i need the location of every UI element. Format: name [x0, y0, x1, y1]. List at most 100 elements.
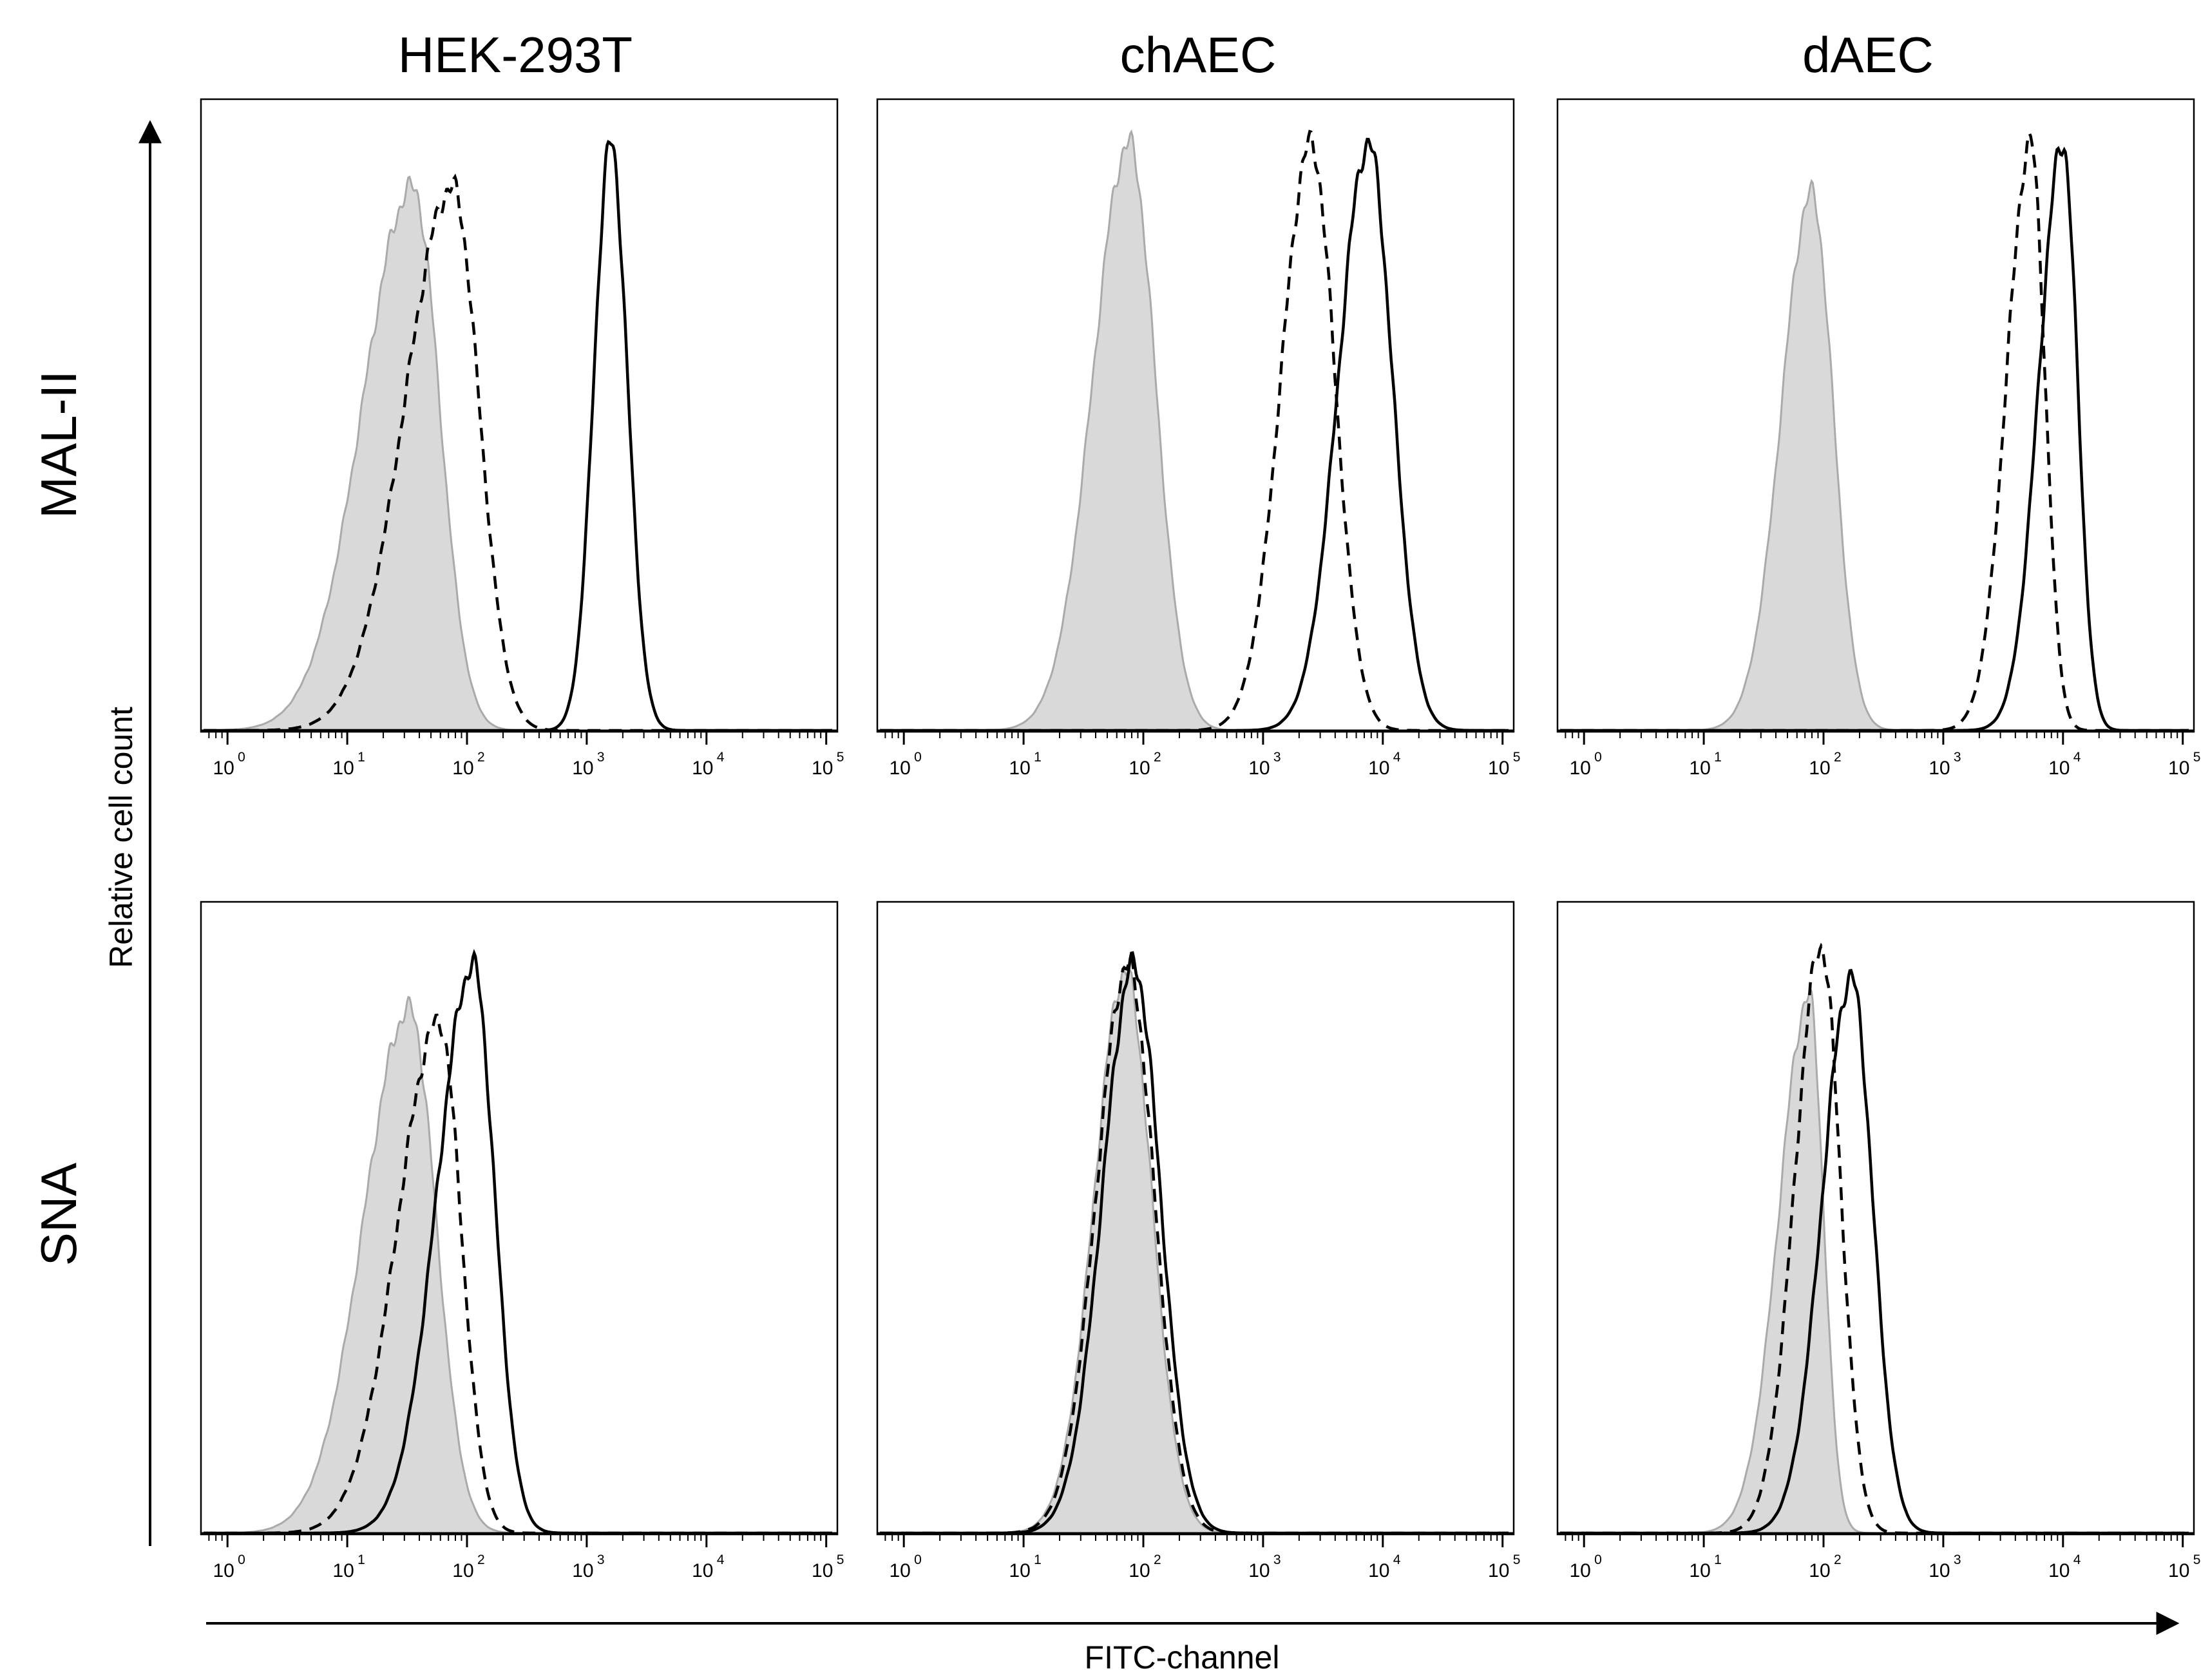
x-tick-label: 10	[1488, 758, 1509, 779]
x-tick-exponent: 0	[238, 1552, 245, 1567]
x-tick-label: 10	[2168, 758, 2189, 779]
x-tick-exponent: 4	[1393, 1552, 1401, 1567]
x-tick-exponent: 3	[1954, 750, 1961, 765]
x-tick-exponent: 5	[1513, 1552, 1521, 1567]
panel-frame	[200, 98, 839, 733]
panel-frame	[200, 901, 839, 1536]
x-tick-label: 10	[572, 1560, 593, 1581]
series-filled-histogram	[202, 175, 832, 732]
x-tick-label: 10	[332, 758, 354, 779]
x-tick-label: 10	[692, 758, 713, 779]
x-tick-label: 10	[1129, 758, 1150, 779]
series-solid-line	[204, 139, 832, 732]
x-tick-exponent: 5	[2193, 1552, 2201, 1567]
x-tick-exponent: 2	[1834, 1552, 1842, 1567]
x-tick-label: 10	[2048, 1560, 2070, 1581]
x-tick-label: 10	[889, 1560, 910, 1581]
x-tick-exponent: 1	[1714, 750, 1722, 765]
x-tick-exponent: 5	[837, 1552, 844, 1567]
x-tick-exponent: 3	[597, 1552, 605, 1567]
x-tick-label: 10	[213, 1560, 234, 1581]
x-tick-exponent: 4	[2073, 1552, 2081, 1567]
series-solid-line	[204, 949, 832, 1535]
x-tick-label: 10	[1689, 758, 1710, 779]
x-tick-exponent: 3	[1954, 1552, 1961, 1567]
x-tick-label: 10	[1569, 1560, 1590, 1581]
x-tick-label: 10	[2168, 1560, 2189, 1581]
x-tick-exponent: 1	[1034, 1552, 1042, 1567]
x-tick-label: 10	[452, 1560, 473, 1581]
series-solid-line	[880, 951, 1509, 1535]
x-tick-exponent: 0	[1594, 750, 1602, 765]
x-tick-label: 10	[1368, 758, 1389, 779]
x-tick-label: 10	[1368, 1560, 1389, 1581]
series-filled-histogram	[1560, 986, 2189, 1534]
x-tick-label: 10	[2048, 758, 2070, 779]
x-tick-exponent: 3	[1273, 750, 1281, 765]
x-tick-exponent: 5	[1513, 750, 1521, 765]
series-dashed-line	[1560, 129, 2189, 732]
x-axis-title: FITC-channel	[1085, 1639, 1280, 1675]
x-tick-exponent: 5	[837, 750, 844, 765]
panel-frame	[1556, 901, 2195, 1536]
x-tick-exponent: 2	[1154, 1552, 1161, 1567]
x-tick-label: 10	[1809, 1560, 1830, 1581]
x-tick-label: 10	[1929, 758, 1950, 779]
x-tick-label: 10	[213, 758, 234, 779]
x-tick-label: 10	[1809, 758, 1830, 779]
series-solid-line	[1560, 968, 2189, 1535]
x-tick-exponent: 2	[1154, 750, 1161, 765]
x-tick-exponent: 0	[914, 1552, 922, 1567]
x-tick-exponent: 5	[2193, 750, 2201, 765]
x-tick-label: 10	[1689, 1560, 1710, 1581]
series-filled-histogram	[204, 995, 832, 1534]
x-tick-label: 10	[452, 758, 473, 779]
row-title-mal-ii: MAL-II	[30, 370, 87, 519]
x-tick-exponent: 2	[477, 1552, 485, 1567]
x-tick-exponent: 3	[1273, 1552, 1281, 1567]
x-tick-label: 10	[572, 758, 593, 779]
x-tick-exponent: 2	[1834, 750, 1842, 765]
x-tick-exponent: 1	[1034, 750, 1042, 765]
x-tick-exponent: 0	[914, 750, 922, 765]
x-tick-label: 10	[1488, 1560, 1509, 1581]
x-tick-label: 10	[332, 1560, 354, 1581]
series-dashed-line	[204, 1013, 832, 1535]
series-dashed-line	[204, 173, 832, 732]
y-axis-title: Relative cell count	[103, 707, 139, 968]
x-tick-exponent: 0	[1594, 1552, 1602, 1567]
x-tick-exponent: 4	[717, 750, 725, 765]
series-filled-histogram	[1560, 178, 2189, 732]
x-tick-exponent: 1	[357, 750, 365, 765]
column-title-daec: dAEC	[1802, 26, 1934, 83]
x-tick-label: 10	[1009, 758, 1030, 779]
x-tick-exponent: 4	[2073, 750, 2081, 765]
x-tick-label: 10	[889, 758, 910, 779]
series-dashed-line	[880, 954, 1509, 1535]
x-tick-label: 10	[1248, 758, 1270, 779]
x-tick-label: 10	[1248, 1560, 1270, 1581]
x-tick-label: 10	[1929, 1560, 1950, 1581]
x-tick-label: 10	[692, 1560, 713, 1581]
panel-frame	[876, 901, 1515, 1536]
x-tick-label: 10	[812, 758, 833, 779]
panel-frame	[876, 98, 1515, 733]
x-tick-exponent: 4	[1393, 750, 1401, 765]
series-filled-histogram	[880, 969, 1509, 1534]
series-solid-line	[1560, 146, 2189, 732]
column-title-chaec: chAEC	[1120, 26, 1277, 83]
x-tick-label: 10	[812, 1560, 833, 1581]
x-tick-exponent: 3	[597, 750, 605, 765]
series-solid-line	[880, 137, 1509, 732]
x-tick-exponent: 0	[238, 750, 245, 765]
column-title-hek-293t: HEK-293T	[398, 26, 633, 83]
x-tick-exponent: 1	[357, 1552, 365, 1567]
x-tick-label: 10	[1569, 758, 1590, 779]
